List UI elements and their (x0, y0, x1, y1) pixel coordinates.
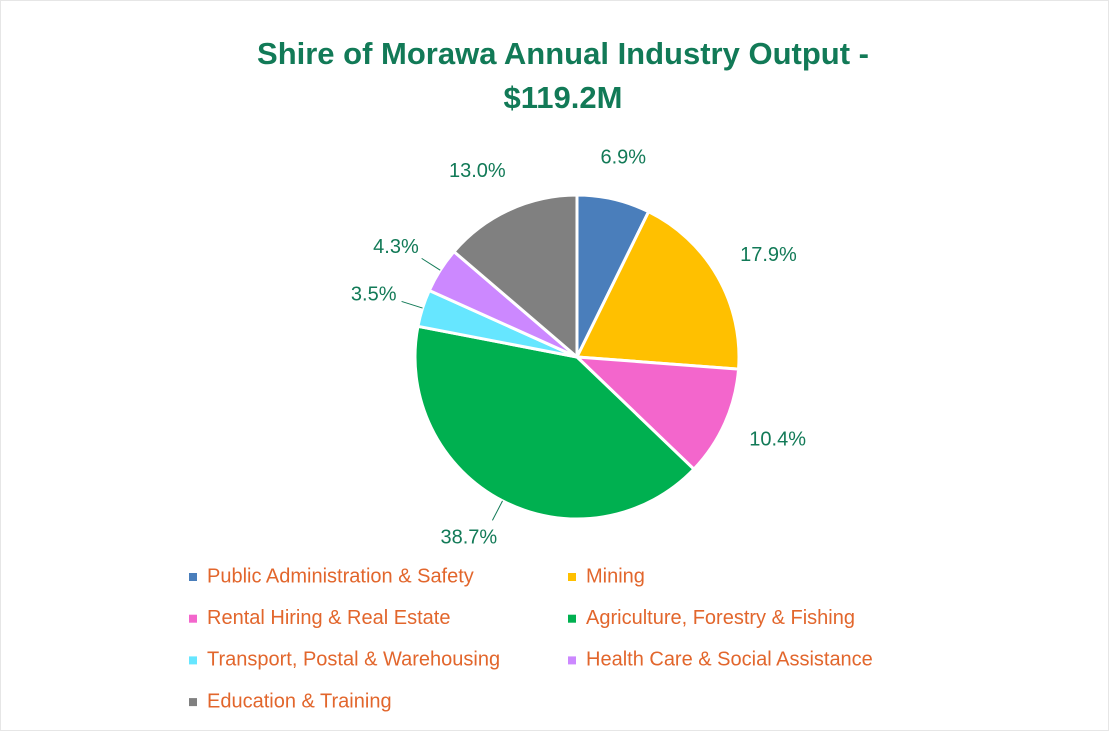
data-label: 17.9% (740, 244, 797, 266)
legend-swatch (189, 656, 197, 665)
legend-label: Agriculture, Forestry & Fishing (586, 607, 855, 629)
data-label: 3.5% (351, 284, 397, 306)
legend-label: Public Administration & Safety (207, 565, 474, 587)
pie-slice (451, 193, 579, 361)
pie-slice (572, 355, 741, 472)
legend-swatch (568, 614, 576, 623)
legend-swatch (189, 614, 197, 623)
legend-label: Education & Training (207, 690, 392, 712)
legend-label: Mining (586, 565, 645, 587)
legend-swatch (189, 698, 197, 707)
legend-label: Rental Hiring & Real Estate (207, 607, 450, 629)
data-label: 4.3% (373, 236, 419, 258)
leader-line (401, 300, 423, 309)
chart-title: Shire of Morawa Annual Industry Output -… (257, 36, 869, 115)
leader-line (421, 257, 441, 271)
data-label: 13.0% (449, 160, 506, 182)
data-label: 38.7% (440, 526, 497, 548)
pie-slice (574, 209, 741, 371)
legend-swatch (568, 656, 576, 665)
data-label: 6.9% (600, 147, 646, 169)
legend-label: Health Care & Social Assistance (586, 649, 873, 671)
legend-label: Transport, Postal & Warehousing (207, 649, 500, 671)
legend-swatch (568, 573, 576, 581)
leader-line (491, 500, 503, 521)
legend-swatch (189, 573, 197, 581)
data-label: 10.4% (749, 428, 806, 450)
